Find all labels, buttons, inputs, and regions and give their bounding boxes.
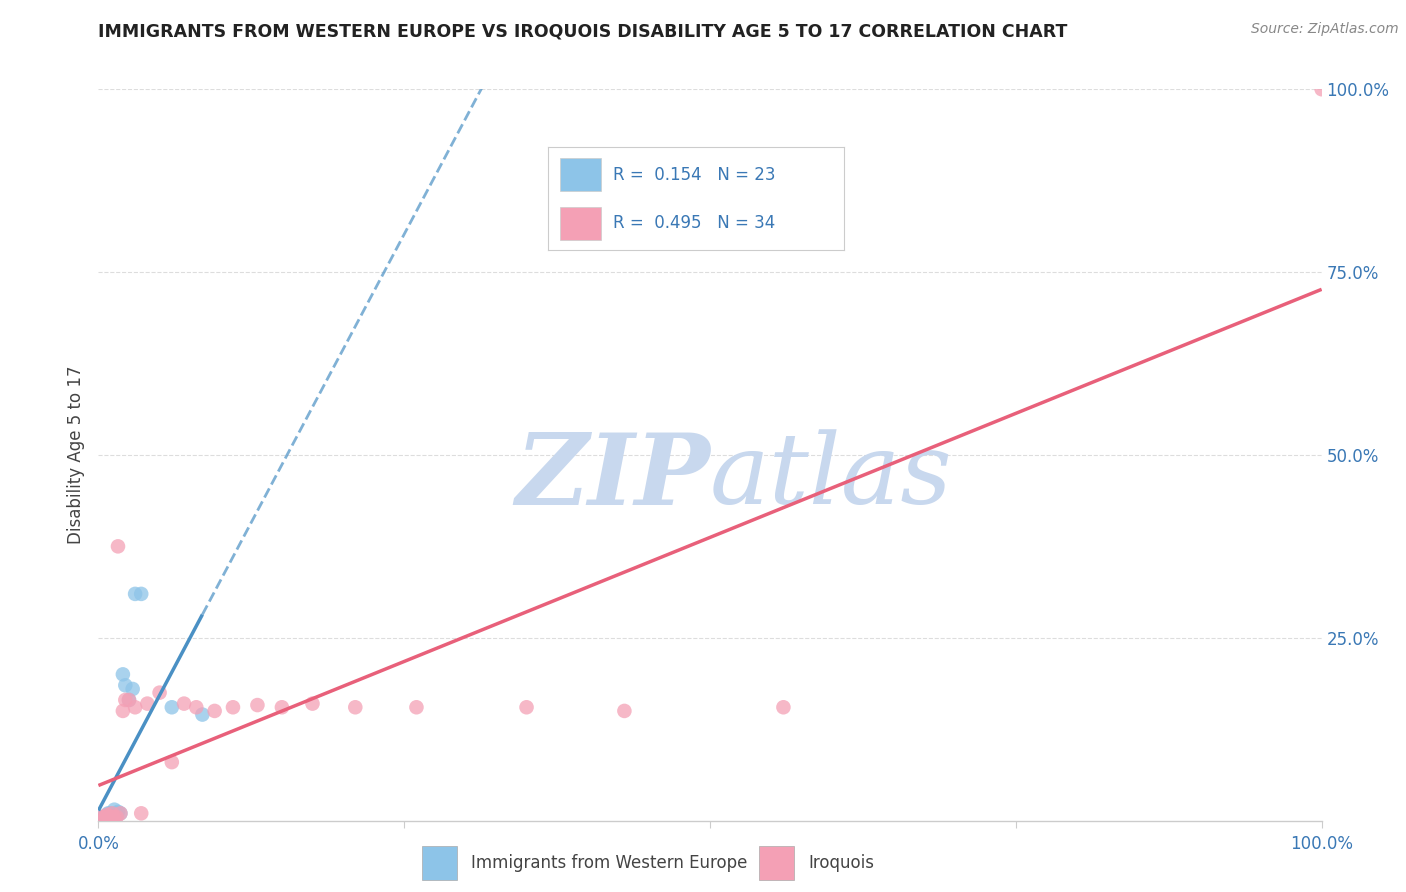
Point xyxy=(191,707,214,722)
Point xyxy=(105,810,128,824)
Point xyxy=(97,810,120,824)
Text: Source: ZipAtlas.com: Source: ZipAtlas.com xyxy=(1251,22,1399,37)
Point xyxy=(107,805,129,819)
Point xyxy=(93,810,115,824)
Point xyxy=(111,667,134,681)
Point xyxy=(515,700,537,714)
Point xyxy=(100,810,122,824)
Point xyxy=(101,810,124,824)
Point xyxy=(104,806,127,821)
Point xyxy=(772,700,794,714)
Point xyxy=(1310,82,1333,96)
Point xyxy=(110,806,132,821)
Text: R =  0.154   N = 23: R = 0.154 N = 23 xyxy=(613,166,776,184)
Point xyxy=(107,539,129,553)
Point xyxy=(103,803,125,817)
Point xyxy=(111,704,134,718)
Point xyxy=(101,806,124,821)
Text: IMMIGRANTS FROM WESTERN EUROPE VS IROQUOIS DISABILITY AGE 5 TO 17 CORRELATION CH: IMMIGRANTS FROM WESTERN EUROPE VS IROQUO… xyxy=(98,22,1067,40)
Text: Iroquois: Iroquois xyxy=(808,854,875,872)
Point xyxy=(100,810,122,824)
Point xyxy=(118,693,141,707)
Point xyxy=(105,807,128,822)
Text: ZIP: ZIP xyxy=(515,429,710,525)
Point xyxy=(114,678,136,692)
Point xyxy=(103,810,125,824)
Point xyxy=(118,693,141,707)
Point xyxy=(96,807,118,822)
Point xyxy=(91,810,114,824)
Text: R =  0.495   N = 34: R = 0.495 N = 34 xyxy=(613,214,776,232)
Point xyxy=(96,807,118,822)
Bar xyxy=(560,159,602,191)
Bar xyxy=(759,846,794,880)
Point xyxy=(98,807,121,822)
Point xyxy=(97,806,120,821)
Point xyxy=(100,806,122,821)
Point xyxy=(136,697,159,711)
Point xyxy=(173,697,195,711)
Point xyxy=(94,810,117,824)
Point xyxy=(270,700,294,714)
Point xyxy=(114,693,136,707)
Point xyxy=(91,810,114,824)
Point xyxy=(93,810,115,824)
Point xyxy=(204,704,226,718)
Point xyxy=(160,700,183,714)
Point xyxy=(222,700,245,714)
Point xyxy=(186,700,208,714)
Point xyxy=(124,700,146,714)
Point xyxy=(160,755,183,769)
Point xyxy=(405,700,427,714)
Bar xyxy=(422,846,457,880)
Point xyxy=(101,807,124,822)
Point xyxy=(129,806,152,821)
Point xyxy=(98,810,121,824)
Point xyxy=(344,700,367,714)
Text: Immigrants from Western Europe: Immigrants from Western Europe xyxy=(471,854,748,872)
Point xyxy=(129,587,152,601)
Point xyxy=(94,810,117,824)
Bar xyxy=(560,207,602,239)
Point xyxy=(121,681,143,696)
Text: atlas: atlas xyxy=(710,429,953,524)
Point xyxy=(110,806,132,821)
Point xyxy=(301,697,323,711)
Point xyxy=(124,587,146,601)
Point xyxy=(613,704,636,718)
Y-axis label: Disability Age 5 to 17: Disability Age 5 to 17 xyxy=(66,366,84,544)
Point xyxy=(149,686,172,700)
Point xyxy=(246,698,269,712)
Point xyxy=(101,810,124,824)
